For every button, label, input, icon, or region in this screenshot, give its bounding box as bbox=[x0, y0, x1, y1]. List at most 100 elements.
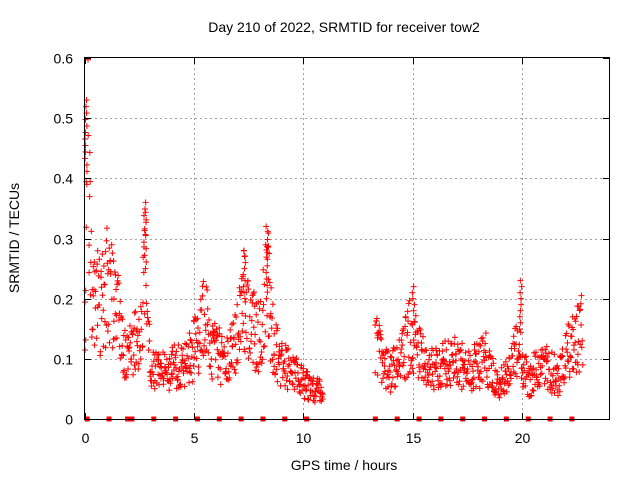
data-point bbox=[276, 343, 283, 350]
data-point bbox=[455, 381, 462, 388]
data-point bbox=[306, 373, 313, 380]
data-point bbox=[578, 292, 585, 299]
data-point bbox=[178, 363, 185, 370]
data-point bbox=[245, 355, 252, 362]
data-point bbox=[166, 387, 173, 394]
data-point bbox=[210, 329, 217, 336]
data-point bbox=[381, 362, 388, 369]
data-point bbox=[467, 352, 474, 359]
data-point bbox=[137, 355, 144, 362]
data-point bbox=[538, 370, 545, 377]
data-point bbox=[151, 385, 158, 392]
data-point bbox=[269, 301, 276, 308]
data-point bbox=[181, 357, 188, 364]
data-point bbox=[409, 355, 416, 362]
data-point bbox=[392, 383, 399, 390]
data-point bbox=[392, 367, 399, 374]
spike-point bbox=[411, 301, 418, 308]
spike-point bbox=[265, 243, 272, 250]
data-point bbox=[217, 381, 224, 388]
data-point bbox=[225, 368, 232, 375]
spike-point bbox=[517, 307, 524, 314]
data-point bbox=[242, 312, 249, 319]
data-point bbox=[125, 366, 132, 373]
data-point bbox=[556, 388, 563, 395]
spike-point bbox=[241, 265, 248, 272]
spike-point bbox=[141, 252, 148, 259]
data-point bbox=[165, 364, 172, 371]
data-point bbox=[146, 321, 153, 328]
data-point bbox=[450, 358, 457, 365]
spike-point bbox=[82, 155, 89, 162]
data-point bbox=[261, 343, 268, 350]
data-point bbox=[299, 387, 306, 394]
data-point bbox=[480, 353, 487, 360]
data-point bbox=[144, 314, 151, 321]
data-point bbox=[486, 352, 493, 359]
data-point bbox=[402, 313, 409, 320]
data-point bbox=[189, 344, 196, 351]
data-point bbox=[579, 361, 586, 368]
data-point bbox=[233, 313, 240, 320]
data-point bbox=[185, 343, 192, 350]
data-point bbox=[273, 341, 280, 348]
data-point bbox=[248, 338, 255, 345]
data-point bbox=[212, 356, 219, 363]
data-point bbox=[556, 382, 563, 389]
data-point bbox=[202, 327, 209, 334]
data-point bbox=[224, 350, 231, 357]
data-point bbox=[89, 326, 96, 333]
data-point bbox=[214, 374, 221, 381]
data-point bbox=[400, 359, 407, 366]
spike-point bbox=[242, 277, 249, 284]
y-axis-label: SRMTID / TECUs bbox=[6, 183, 22, 293]
data-point bbox=[200, 278, 207, 285]
data-point bbox=[125, 334, 132, 341]
data-point bbox=[381, 355, 388, 362]
data-point bbox=[91, 342, 98, 349]
data-point bbox=[403, 374, 410, 381]
data-point bbox=[397, 372, 404, 379]
data-point bbox=[289, 370, 296, 377]
data-point bbox=[254, 319, 261, 326]
data-point bbox=[266, 332, 273, 339]
data-point bbox=[92, 288, 99, 295]
data-point bbox=[260, 343, 267, 350]
data-point bbox=[188, 369, 195, 376]
data-point bbox=[533, 349, 540, 356]
y-tick-label: 0.5 bbox=[54, 111, 74, 127]
data-point bbox=[544, 357, 551, 364]
data-point bbox=[454, 373, 461, 380]
data-point bbox=[199, 292, 206, 299]
data-point bbox=[232, 341, 239, 348]
data-point bbox=[86, 269, 93, 276]
spike-point bbox=[410, 307, 417, 314]
data-point bbox=[495, 391, 502, 398]
data-point bbox=[568, 354, 575, 361]
data-point bbox=[396, 360, 403, 367]
data-point bbox=[209, 375, 216, 382]
data-point bbox=[143, 282, 150, 289]
data-point bbox=[300, 365, 307, 372]
data-point bbox=[88, 228, 95, 235]
data-point bbox=[564, 339, 571, 346]
data-point bbox=[177, 381, 184, 388]
data-point bbox=[146, 337, 153, 344]
data-point bbox=[378, 379, 385, 386]
data-point bbox=[97, 352, 104, 359]
data-point bbox=[516, 341, 523, 348]
data-point bbox=[481, 357, 488, 364]
spike-point bbox=[264, 249, 271, 256]
data-point bbox=[527, 363, 534, 370]
data-point bbox=[113, 286, 120, 293]
data-point bbox=[212, 337, 219, 344]
data-point bbox=[160, 375, 167, 382]
spike-point bbox=[263, 275, 270, 282]
data-point bbox=[136, 347, 143, 354]
spike-point bbox=[141, 212, 148, 219]
data-point bbox=[411, 318, 418, 325]
data-point bbox=[445, 338, 452, 345]
data-point bbox=[269, 356, 276, 363]
data-point bbox=[274, 378, 281, 385]
data-point bbox=[445, 368, 452, 375]
